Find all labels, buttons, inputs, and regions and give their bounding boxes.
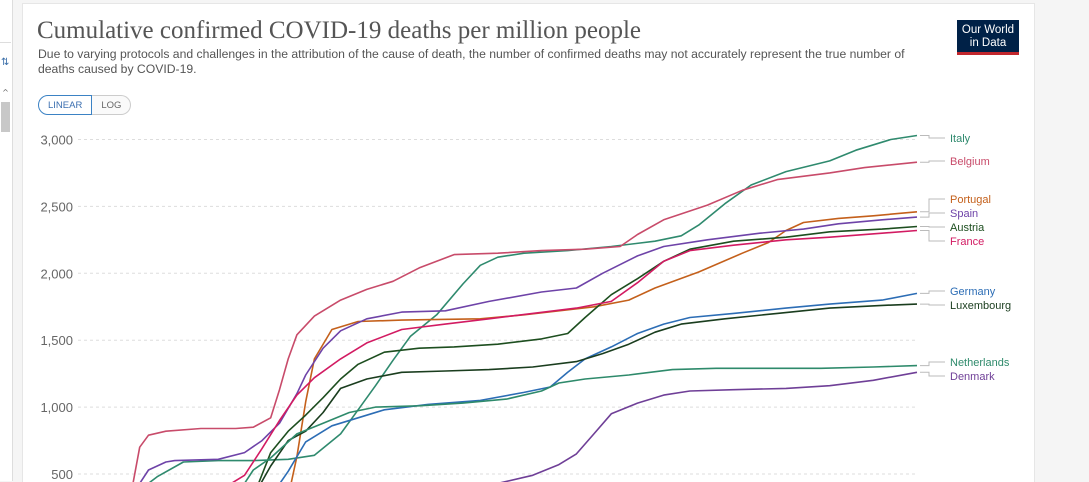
series-line-spain[interactable] <box>131 217 917 482</box>
label-connector <box>920 291 945 293</box>
chart-card: Cumulative confirmed COVID-19 deaths per… <box>22 3 1035 482</box>
series-label-austria[interactable]: Austria <box>950 222 985 234</box>
label-connector <box>920 161 945 162</box>
y-tick-label: 1,000 <box>40 400 73 415</box>
label-connector <box>920 227 945 228</box>
label-connector <box>920 199 945 212</box>
series-label-belgium[interactable]: Belgium <box>950 156 990 168</box>
label-connector <box>920 304 945 305</box>
line-chart: 3,000 2,500 2,000 1,500 1,000 500 Italy Belgium… <box>23 4 1034 482</box>
label-connector <box>920 231 945 242</box>
series-label-portugal[interactable]: Portugal <box>950 194 991 206</box>
y-tick-label: 500 <box>51 467 73 482</box>
sidebar-panel-top <box>0 0 11 43</box>
series-label-france[interactable]: France <box>950 236 984 248</box>
y-tick-label: 1,500 <box>40 333 73 348</box>
series-line-italy[interactable] <box>131 136 917 482</box>
series-label-spain[interactable]: Spain <box>950 208 978 220</box>
label-connector <box>920 372 945 376</box>
series-line-belgium[interactable] <box>131 162 917 482</box>
series-line-france[interactable] <box>131 231 917 482</box>
left-sidebar-strip: ⇅ ^ <box>0 0 13 481</box>
series-label-luxembourg[interactable]: Luxembourg <box>950 300 1011 312</box>
series-label-germany[interactable]: Germany <box>950 286 996 298</box>
scrollbar-thumb[interactable] <box>1 102 10 132</box>
y-tick-label: 2,000 <box>40 266 73 281</box>
series-label-italy[interactable]: Italy <box>950 133 971 145</box>
label-connector <box>920 213 945 217</box>
scroll-up-icon[interactable]: ^ <box>0 88 11 100</box>
y-tick-label: 3,000 <box>40 133 73 148</box>
series-line-luxembourg[interactable] <box>253 304 917 482</box>
series-label-denmark[interactable]: Denmark <box>950 371 995 383</box>
series-label-netherlands[interactable]: Netherlands <box>950 357 1010 369</box>
label-connector <box>920 362 945 366</box>
sort-icon[interactable]: ⇅ <box>1 58 9 68</box>
label-connector <box>920 136 945 139</box>
y-tick-label: 2,500 <box>40 199 73 214</box>
